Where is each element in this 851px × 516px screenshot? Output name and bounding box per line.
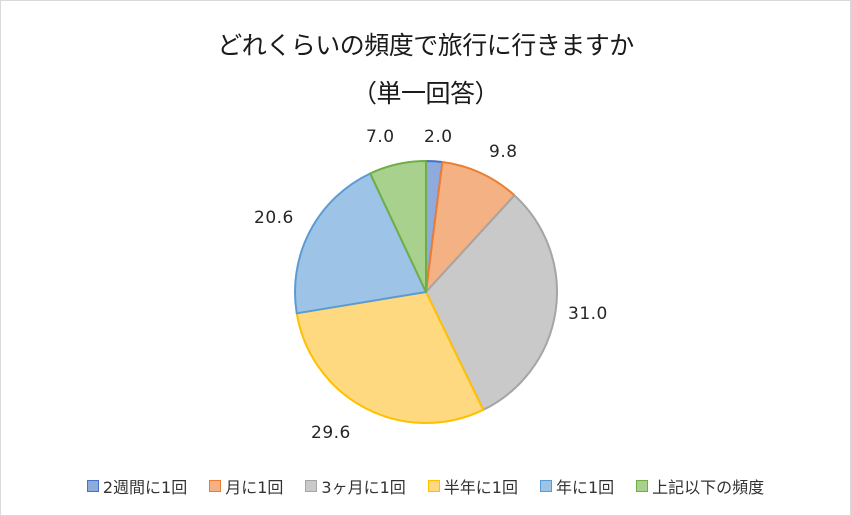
data-label-monthly: 9.8 [489, 142, 518, 162]
slice-monthly [425, 161, 516, 293]
legend: 2週間に1回 月に1回 3ヶ月に1回 半年に1回 年に1回 上記以下の頻度 [0, 474, 851, 498]
legend-swatch [427, 480, 440, 492]
legend-item: 月に1回 [209, 474, 283, 498]
legend-label: 上記以下の頻度 [652, 478, 765, 497]
slice-less [369, 160, 427, 293]
legend-item: 2週間に1回 [86, 474, 188, 498]
slice-yearly [294, 172, 427, 315]
data-label-3months: 31.0 [568, 304, 608, 324]
legend-label: 3ヶ月に1回 [321, 478, 406, 497]
legend-swatch [636, 480, 649, 492]
chart-subtitle: （単一回答） [351, 79, 500, 108]
legend-item: 半年に1回 [427, 474, 518, 498]
legend-label: 2週間に1回 [102, 478, 188, 497]
legend-swatch [539, 480, 552, 492]
data-label-yearly: 20.6 [254, 208, 294, 228]
legend-item: 上記以下の頻度 [636, 474, 764, 498]
data-label-less: 7.0 [366, 127, 395, 147]
legend-swatch [305, 480, 318, 492]
legend-label: 年に1回 [555, 478, 615, 497]
legend-label: 半年に1回 [443, 478, 518, 497]
legend-swatch [209, 480, 222, 492]
legend-label: 月に1回 [225, 478, 284, 497]
slice-3months [425, 194, 558, 411]
legend-item: 3ヶ月に1回 [305, 474, 406, 498]
legend-item: 年に1回 [539, 474, 615, 498]
legend-swatch [86, 480, 99, 492]
slice-halfyear [295, 291, 485, 424]
chart-title: どれくらいの頻度で旅行に行きますか [217, 31, 634, 60]
data-label-halfyear: 29.6 [311, 423, 351, 443]
data-label-2weeks: 2.0 [424, 127, 453, 147]
